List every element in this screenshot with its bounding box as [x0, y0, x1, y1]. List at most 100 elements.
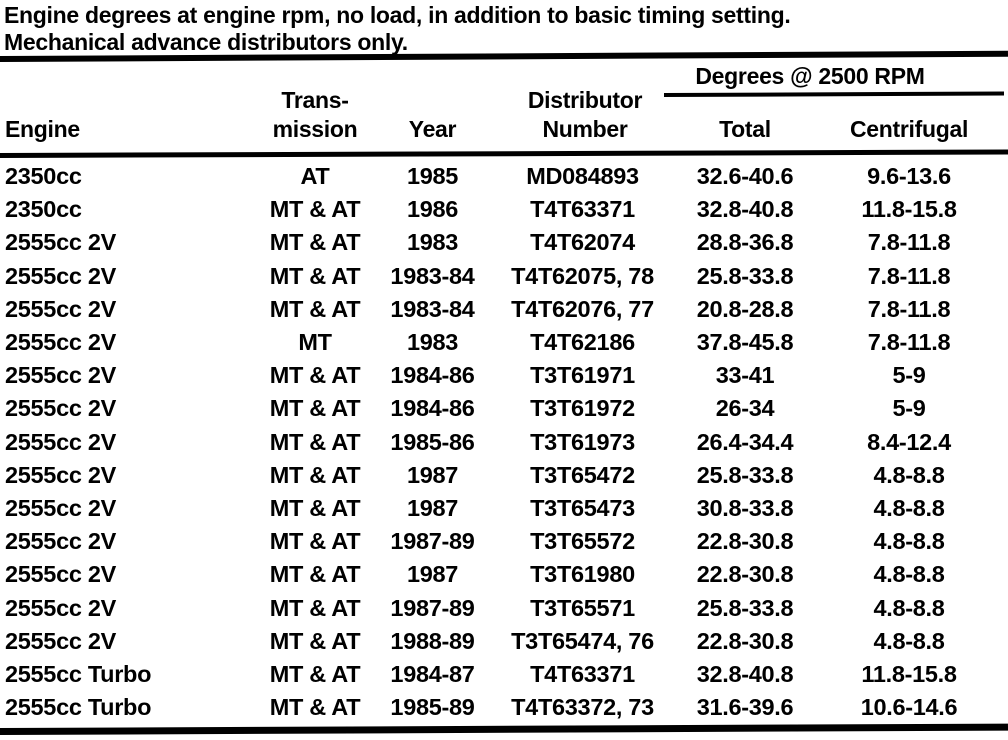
- cell-total-degrees: 30.8-33.8: [696, 494, 794, 521]
- column-header-distributor-line1: Distributor: [527, 87, 643, 113]
- table-row: 2555cc 2V MT & AT 1988-89 T3T65474, 76 22.8-…: [0, 625, 1008, 658]
- cell-transmission: MT & AT: [269, 461, 361, 488]
- table-row: 2555cc Turbo MT & AT 1984-87 T4T63371 32.8-4…: [0, 658, 1008, 691]
- table-row: 2555cc 2V MT & AT 1987 T3T65472 25.8-33.8 4.8…: [0, 459, 1008, 492]
- cell-total-degrees: 31.6-39.6: [696, 694, 794, 721]
- cell-centrifugal-degrees: 4.8-8.8: [873, 561, 945, 588]
- cell-distributor-number: T3T61972: [530, 395, 635, 422]
- table-row: 2555cc 2V MT & AT 1987-89 T3T65571 25.8-33.8…: [0, 591, 1008, 624]
- cell-transmission: MT & AT: [269, 594, 361, 621]
- cell-engine: 2555cc 2V: [5, 528, 116, 555]
- cell-transmission: MT & AT: [269, 694, 361, 721]
- cell-centrifugal-degrees: 4.8-8.8: [873, 528, 945, 555]
- cell-distributor-number: T4T63371: [530, 196, 635, 223]
- cell-centrifugal-degrees: 11.8-15.8: [861, 660, 957, 687]
- table-row: 2555cc 2V MT & AT 1983-84 T4T62075, 78 25.8-…: [0, 260, 1008, 293]
- column-header-centrifugal: Centrifugal: [849, 116, 969, 142]
- cell-year: 1984-87: [390, 660, 475, 687]
- cell-centrifugal-degrees: 8.4-12.4: [867, 428, 951, 455]
- cell-centrifugal-degrees: 7.8-11.8: [867, 229, 951, 256]
- cell-year: 1984-86: [390, 395, 475, 422]
- cell-year: 1987: [406, 461, 459, 488]
- cell-distributor-number: T3T65571: [530, 594, 635, 621]
- cell-total-degrees: 32.8-40.8: [696, 196, 794, 223]
- cell-engine: 2555cc 2V: [5, 627, 116, 654]
- column-header-transmission-line2: mission: [272, 116, 358, 142]
- cell-distributor-number: T3T65472: [530, 461, 635, 488]
- cell-engine: 2350cc: [5, 196, 82, 223]
- cell-centrifugal-degrees: 10.6-14.6: [860, 694, 958, 721]
- cell-year: 1985-86: [390, 428, 475, 455]
- cell-centrifugal-degrees: 7.8-11.8: [867, 262, 951, 289]
- cell-total-degrees: 32.6-40.6: [696, 163, 794, 190]
- cell-distributor-number: T3T61980: [530, 561, 635, 588]
- cell-centrifugal-degrees: 4.8-8.8: [873, 627, 945, 654]
- cell-transmission: MT & AT: [269, 196, 361, 223]
- table-row: 2555cc 2V MT & AT 1987 T3T65473 30.8-33.8 4.8…: [0, 492, 1008, 525]
- table-row: 2555cc 2V MT & AT 1985-86 T3T61973 26.4-34.4…: [0, 426, 1008, 459]
- table-row: 2350cc AT 1985 MD084893 32.6-40.6 9.6-13.6: [0, 160, 1008, 193]
- cell-transmission: MT & AT: [269, 660, 361, 687]
- table-row: 2555cc 2V MT & AT 1983 T4T62074 28.8-36.8 7.8…: [0, 226, 1008, 259]
- cell-engine: 2555cc 2V: [5, 395, 116, 422]
- cell-engine: 2555cc 2V: [5, 362, 116, 389]
- cell-year: 1983: [406, 329, 459, 356]
- cell-total-degrees: 25.8-33.8: [696, 594, 794, 621]
- cell-transmission: MT & AT: [269, 627, 361, 654]
- cell-year: 1987-89: [390, 594, 475, 621]
- cell-year: 1984-86: [390, 362, 475, 389]
- column-header-distributor-number: Distributor Number: [490, 86, 680, 144]
- table-body: 2350cc AT 1985 MD084893 32.6-40.6 9.6-13.6 235…: [0, 160, 1008, 724]
- cell-distributor-number: T3T61973: [530, 428, 635, 455]
- cell-centrifugal-degrees: 4.8-8.8: [873, 461, 945, 488]
- cell-total-degrees: 22.8-30.8: [696, 561, 794, 588]
- cell-engine: 2555cc 2V: [5, 561, 116, 588]
- cell-total-degrees: 28.8-36.8: [696, 229, 794, 256]
- cell-distributor-number: T4T62075, 78: [511, 262, 654, 289]
- cell-transmission: MT & AT: [269, 428, 361, 455]
- cell-transmission: MT & AT: [269, 229, 361, 256]
- table-row: 2555cc 2V MT & AT 1987-89 T3T65572 22.8-30.8…: [0, 525, 1008, 558]
- cell-total-degrees: 25.8-33.8: [696, 262, 794, 289]
- cell-centrifugal-degrees: 9.6-13.6: [867, 163, 951, 190]
- cell-centrifugal-degrees: 7.8-11.8: [867, 295, 951, 322]
- cell-year: 1983: [406, 229, 459, 256]
- cell-transmission: MT & AT: [269, 494, 361, 521]
- column-header-engine: Engine: [5, 116, 80, 142]
- cell-distributor-number: T4T62076, 77: [511, 295, 654, 322]
- cell-total-degrees: 26.4-34.4: [696, 428, 794, 455]
- cell-transmission: MT & AT: [269, 362, 361, 389]
- cell-engine: 2555cc Turbo: [5, 660, 152, 687]
- degrees-span-header: Degrees @ 2500 RPM: [695, 63, 925, 89]
- cell-engine: 2555cc 2V: [5, 295, 116, 322]
- cell-total-degrees: 20.8-28.8: [696, 295, 794, 322]
- column-header-year: Year: [408, 116, 457, 142]
- column-header-transmission-line1: Trans-: [281, 87, 349, 113]
- cell-distributor-number: T3T61971: [530, 362, 635, 389]
- cell-engine: 2555cc 2V: [5, 329, 116, 356]
- cell-year: 1985: [406, 163, 459, 190]
- cell-centrifugal-degrees: 4.8-8.8: [873, 494, 945, 521]
- table-row: 2350cc MT & AT 1986 T4T63371 32.8-40.8 11.8-1…: [0, 193, 1008, 226]
- column-header-total: Total: [719, 116, 771, 142]
- cell-transmission: AT: [300, 163, 330, 190]
- cell-engine: 2555cc 2V: [5, 461, 116, 488]
- cell-distributor-number: T4T63372, 73: [511, 694, 654, 721]
- cell-year: 1983-84: [390, 262, 475, 289]
- cell-distributor-number: T3T65474, 76: [511, 627, 654, 654]
- header-rule: [0, 149, 1008, 158]
- cell-distributor-number: T3T65473: [530, 494, 635, 521]
- table-row: 2555cc 2V MT & AT 1984-86 T3T61971 33-41 5-9: [0, 359, 1008, 392]
- cell-transmission: MT & AT: [269, 528, 361, 555]
- degrees-span-underline: [663, 91, 1005, 97]
- cell-year: 1983-84: [390, 295, 475, 322]
- cell-total-degrees: 26-34: [715, 395, 775, 422]
- cell-year: 1988-89: [390, 627, 475, 654]
- table-caption-line2: Mechanical advance distributors only.: [4, 29, 408, 55]
- cell-transmission: MT: [298, 329, 332, 356]
- cell-year: 1987: [406, 494, 459, 521]
- cell-distributor-number: MD084893: [526, 163, 639, 190]
- table-row: 2555cc 2V MT 1983 T4T62186 37.8-45.8 7.8-11.8: [0, 326, 1008, 359]
- cell-transmission: MT & AT: [269, 561, 361, 588]
